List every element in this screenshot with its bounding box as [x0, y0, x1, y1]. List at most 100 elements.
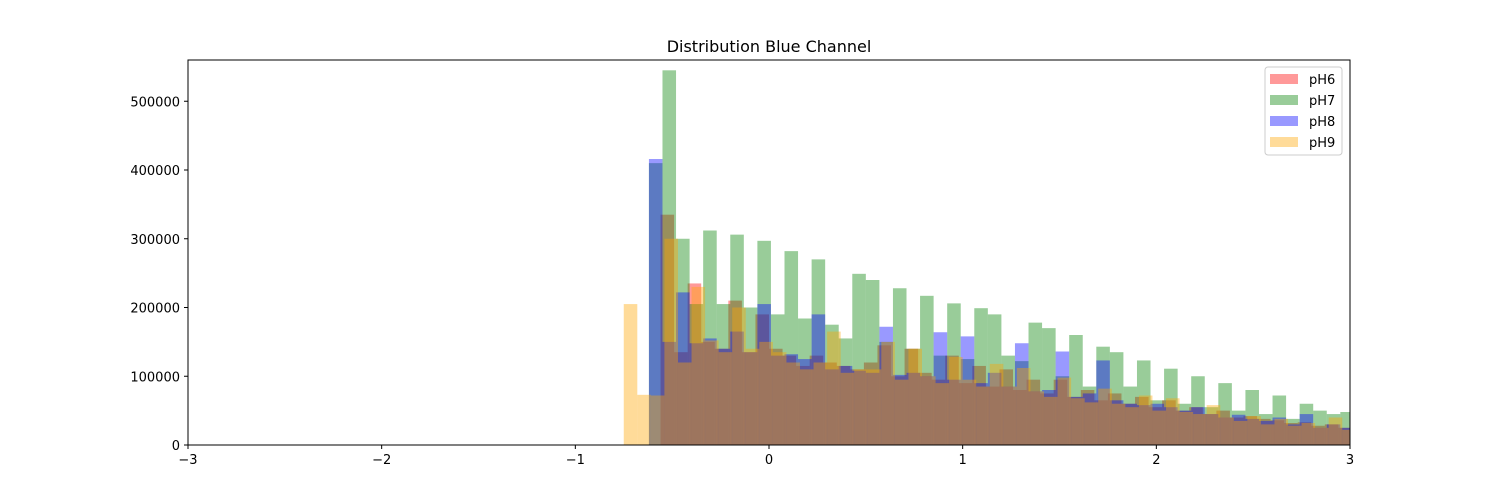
bar-pH8-25 [987, 372, 1002, 445]
bar-pH6-45 [1257, 418, 1271, 445]
bar-pH9-31 [1044, 396, 1058, 445]
bar-pH8-7 [743, 352, 758, 445]
bar-pH7-50 [1326, 414, 1341, 445]
bar-pH6-8 [755, 314, 769, 445]
bar-pH9-41 [1179, 412, 1194, 445]
bar-pH8-4 [703, 338, 717, 445]
bar-pH9-26 [976, 386, 990, 445]
bar-pH9-22 [921, 376, 936, 445]
y-tick-label: 200000 [130, 302, 180, 317]
bar-pH9-43 [1206, 405, 1221, 445]
bar-pH8-13 [825, 369, 839, 445]
bar-pH9-44 [1220, 417, 1234, 445]
bar-pH6-50 [1324, 424, 1339, 445]
bar-pH9-25 [962, 379, 977, 445]
bar-pH6-40 [1189, 407, 1203, 445]
bar-pH6-37 [1148, 407, 1163, 445]
bar-pH9-27 [989, 363, 1004, 445]
bar-pH7-6 [730, 234, 744, 445]
bar-pH9-46 [1247, 416, 1261, 445]
bar-pH9-51 [1315, 427, 1329, 445]
bar-pH9-4 [677, 362, 692, 445]
bar-pH8-51 [1340, 427, 1350, 445]
bar-pH9-6 [705, 340, 719, 445]
bar-pH6-34 [1107, 393, 1122, 445]
bar-pH6-14 [836, 365, 851, 445]
x-tick-label: −1 [566, 453, 585, 468]
bar-pH9-52 [1328, 417, 1343, 445]
bar-pH8-47 [1286, 424, 1300, 445]
bar-pH6-11 [796, 365, 810, 445]
x-tick-label: 0 [765, 453, 773, 468]
bar-pH8-34 [1109, 400, 1124, 445]
bar-pH6-47 [1284, 423, 1298, 445]
bar-pH8-19 [906, 372, 921, 445]
bar-pH7-44 [1245, 390, 1259, 445]
bar-pH7-30 [1055, 376, 1070, 445]
bar-pH8-39 [1177, 410, 1192, 445]
bar-pH6-43 [1229, 417, 1244, 445]
bar-pH9-9 [745, 348, 760, 445]
bar-pH6-3 [687, 283, 702, 445]
bar-pH6-20 [918, 372, 932, 445]
bar-pH8-20 [920, 376, 934, 445]
bar-pH7-33 [1096, 346, 1110, 445]
bar-pH9-32 [1057, 377, 1072, 445]
legend-label-pH7: pH7 [1309, 94, 1335, 109]
bar-pH6-18 [891, 376, 905, 445]
legend-box [1264, 66, 1343, 156]
bar-pH9-40 [1166, 398, 1180, 445]
bar-pH9-8 [732, 307, 746, 445]
legend-label-pH6: pH6 [1309, 73, 1335, 88]
bar-pH7-29 [1042, 328, 1056, 445]
bar-pH8-33 [1096, 360, 1110, 445]
bar-pH8-48 [1299, 414, 1314, 445]
bar-pH7-24 [974, 308, 988, 445]
bar-pH9-37 [1125, 407, 1139, 445]
bar-pH7-21 [933, 355, 948, 445]
bar-pH8-29 [1042, 390, 1056, 445]
series-pH7 [648, 70, 1350, 445]
bar-pH8-49 [1313, 427, 1327, 445]
y-tick-label: 100000 [130, 370, 180, 385]
bar-pH8-42 [1218, 417, 1232, 445]
bar-pH9-5 [691, 286, 706, 445]
bar-pH9-2 [650, 395, 665, 445]
bar-pH8-6 [730, 331, 744, 445]
legend: pH6 pH7 pH8 pH9 [1264, 66, 1343, 156]
bar-pH7-40 [1191, 376, 1205, 445]
bar-pH6-33 [1094, 400, 1108, 445]
bar-pH9-15 [827, 331, 841, 445]
bar-pH7-1 [662, 70, 677, 445]
bar-pH9-50 [1301, 423, 1316, 445]
bar-pH7-20 [920, 295, 934, 445]
bar-pH7-18 [892, 288, 907, 445]
bar-pH8-46 [1272, 417, 1287, 445]
bar-pH7-10 [784, 251, 799, 445]
bar-pH7-47 [1286, 418, 1300, 445]
bar-pH9-39 [1152, 410, 1167, 445]
bar-pH6-2 [674, 352, 688, 445]
bar-pH6-44 [1243, 416, 1258, 445]
bar-pH6-31 [1067, 396, 1081, 445]
bar-pH8-50 [1326, 424, 1341, 445]
bar-pH6-39 [1175, 410, 1190, 445]
bar-pH6-29 [1040, 393, 1054, 445]
bar-pH8-3 [689, 343, 704, 445]
bar-pH6-6 [728, 300, 742, 445]
bar-pH6-27 [1013, 390, 1027, 445]
bar-pH7-46 [1272, 395, 1287, 445]
bar-pH8-14 [838, 365, 853, 445]
legend-swatch-pH7 [1270, 95, 1298, 105]
bar-pH7-15 [852, 273, 866, 445]
bar-pH7-37 [1150, 400, 1165, 445]
bar-pH6-32 [1080, 390, 1095, 445]
bar-pH6-21 [931, 379, 946, 445]
bar-pH6-48 [1297, 422, 1312, 445]
x-tick-label: 2 [1152, 453, 1160, 468]
bar-pH6-26 [999, 369, 1014, 445]
bar-pH7-13 [825, 324, 839, 445]
bar-pH7-51 [1340, 412, 1350, 445]
bar-pH7-42 [1218, 383, 1232, 445]
bar-pH8-23 [960, 336, 975, 445]
